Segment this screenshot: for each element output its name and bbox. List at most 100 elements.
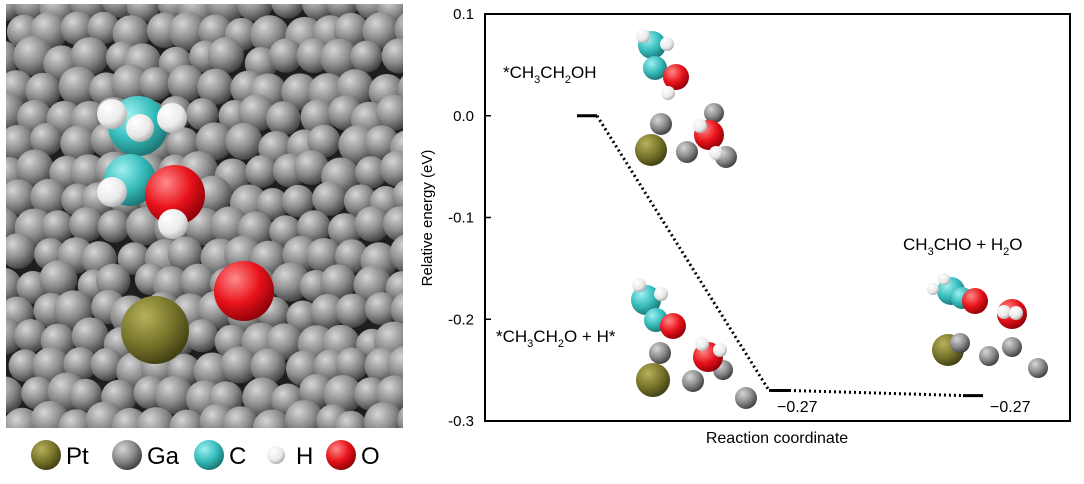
- surface-snapshot: [6, 4, 403, 428]
- y-tick-label: -0.3: [448, 413, 474, 430]
- legend-swatch-c: [194, 440, 224, 470]
- ga-atom: [394, 13, 403, 46]
- ga-atom: [979, 346, 999, 366]
- ga-atom: [327, 213, 362, 247]
- ga-atom: [58, 66, 99, 107]
- ga-atom: [1002, 337, 1022, 357]
- pt-atom: [636, 363, 670, 397]
- ga-atom: [950, 333, 970, 353]
- legend-label-c: C: [229, 443, 246, 470]
- ga-atom: [96, 263, 131, 299]
- ga-atom: [649, 342, 671, 364]
- ga-atom: [312, 181, 347, 216]
- ga-atom: [281, 73, 319, 111]
- ga-atom: [256, 188, 289, 221]
- h-atom: [1009, 306, 1023, 320]
- ga-atom: [195, 122, 234, 161]
- ga-atom: [387, 345, 403, 385]
- ga-atom: [169, 409, 205, 428]
- ga-atom: [704, 103, 724, 123]
- energy-diagram: 0.1 0.0 -0.1 -0.2 -0.3 Reaction coordinate R…: [419, 6, 1071, 447]
- ga-atom: [14, 319, 48, 353]
- ga-atom: [363, 402, 403, 428]
- h-atom: [157, 103, 187, 133]
- ga-atom: [25, 72, 61, 109]
- ga-atom: [6, 376, 24, 414]
- ga-atom: [682, 370, 704, 392]
- ga-atom: [364, 292, 399, 326]
- ga-atom: [270, 262, 311, 302]
- ga-atom: [60, 125, 97, 162]
- ga-atom: [335, 410, 368, 428]
- ga-atom: [354, 206, 391, 242]
- state-label-ethanol: *CH3CH2OH: [503, 63, 596, 86]
- ga-atom: [320, 264, 357, 301]
- o-atom: [214, 261, 274, 321]
- ga-atom: [168, 12, 208, 51]
- ga-atom: [60, 11, 95, 46]
- connector-line: [788, 388, 964, 398]
- ga-atom: [186, 98, 219, 131]
- legend-swatch-ga: [112, 440, 142, 470]
- ga-atom: [87, 11, 120, 45]
- ga-atom: [97, 209, 131, 243]
- h-atom: [927, 283, 939, 295]
- ga-atom: [333, 12, 369, 48]
- h-atom: [97, 99, 127, 129]
- ga-atom: [735, 387, 757, 409]
- h-atom: [938, 273, 950, 285]
- pt-atom: [635, 134, 667, 166]
- energy-annotation-1: −0.27: [777, 399, 818, 416]
- ga-atom: [207, 37, 244, 74]
- h-atom: [997, 305, 1011, 319]
- ga-atom: [354, 156, 388, 189]
- element-legend: Pt Ga C H O: [31, 440, 380, 470]
- ga-atom: [30, 123, 63, 156]
- ga-atom: [320, 38, 359, 78]
- ga-atom: [379, 150, 403, 187]
- ga-atom: [6, 179, 37, 216]
- h-atom: [709, 146, 723, 160]
- o-atom: [663, 64, 689, 90]
- ga-atom: [397, 75, 403, 103]
- legend-label-pt: Pt: [66, 443, 89, 470]
- h-atom: [693, 119, 707, 133]
- ga-atom: [310, 293, 346, 329]
- connector-line: [595, 114, 771, 392]
- ga-atom: [266, 101, 301, 136]
- ga-atom: [252, 409, 291, 428]
- ga-atom: [154, 375, 194, 415]
- ga-atom: [70, 37, 109, 76]
- legend-swatch-o: [326, 440, 356, 470]
- ga-atom: [225, 122, 263, 160]
- ga-atom: [16, 149, 54, 188]
- energy-annotation-2: −0.27: [990, 399, 1031, 416]
- ga-atom: [197, 68, 234, 105]
- state-label-ethoxy: *CH3CH2O + H*: [496, 327, 616, 350]
- ga-atom: [335, 293, 370, 328]
- ga-atom: [90, 347, 124, 381]
- ga-atom: [30, 178, 68, 216]
- ga-atom: [167, 236, 203, 272]
- ga-atom: [392, 180, 403, 213]
- ga-atom: [58, 409, 94, 428]
- ga-atom: [6, 233, 36, 269]
- y-tick-label: 0.1: [453, 6, 474, 23]
- ga-atom: [8, 349, 42, 382]
- h-atom: [636, 29, 650, 43]
- h-atom: [126, 114, 154, 142]
- ga-atom: [180, 263, 217, 300]
- ga-atom: [220, 346, 258, 384]
- ga-atom: [271, 4, 305, 19]
- ga-atom: [245, 155, 278, 188]
- ga-atom: [375, 94, 403, 131]
- ga-atom: [69, 378, 103, 412]
- ga-atom: [71, 317, 109, 355]
- ga-atom: [167, 64, 205, 102]
- h-atom: [660, 37, 674, 51]
- y-tick-label: 0.0: [453, 108, 474, 125]
- pt-atom: [121, 296, 189, 364]
- y-tick-label: -0.2: [448, 311, 474, 328]
- y-axis: 0.1 0.0 -0.1 -0.2 -0.3: [448, 6, 491, 430]
